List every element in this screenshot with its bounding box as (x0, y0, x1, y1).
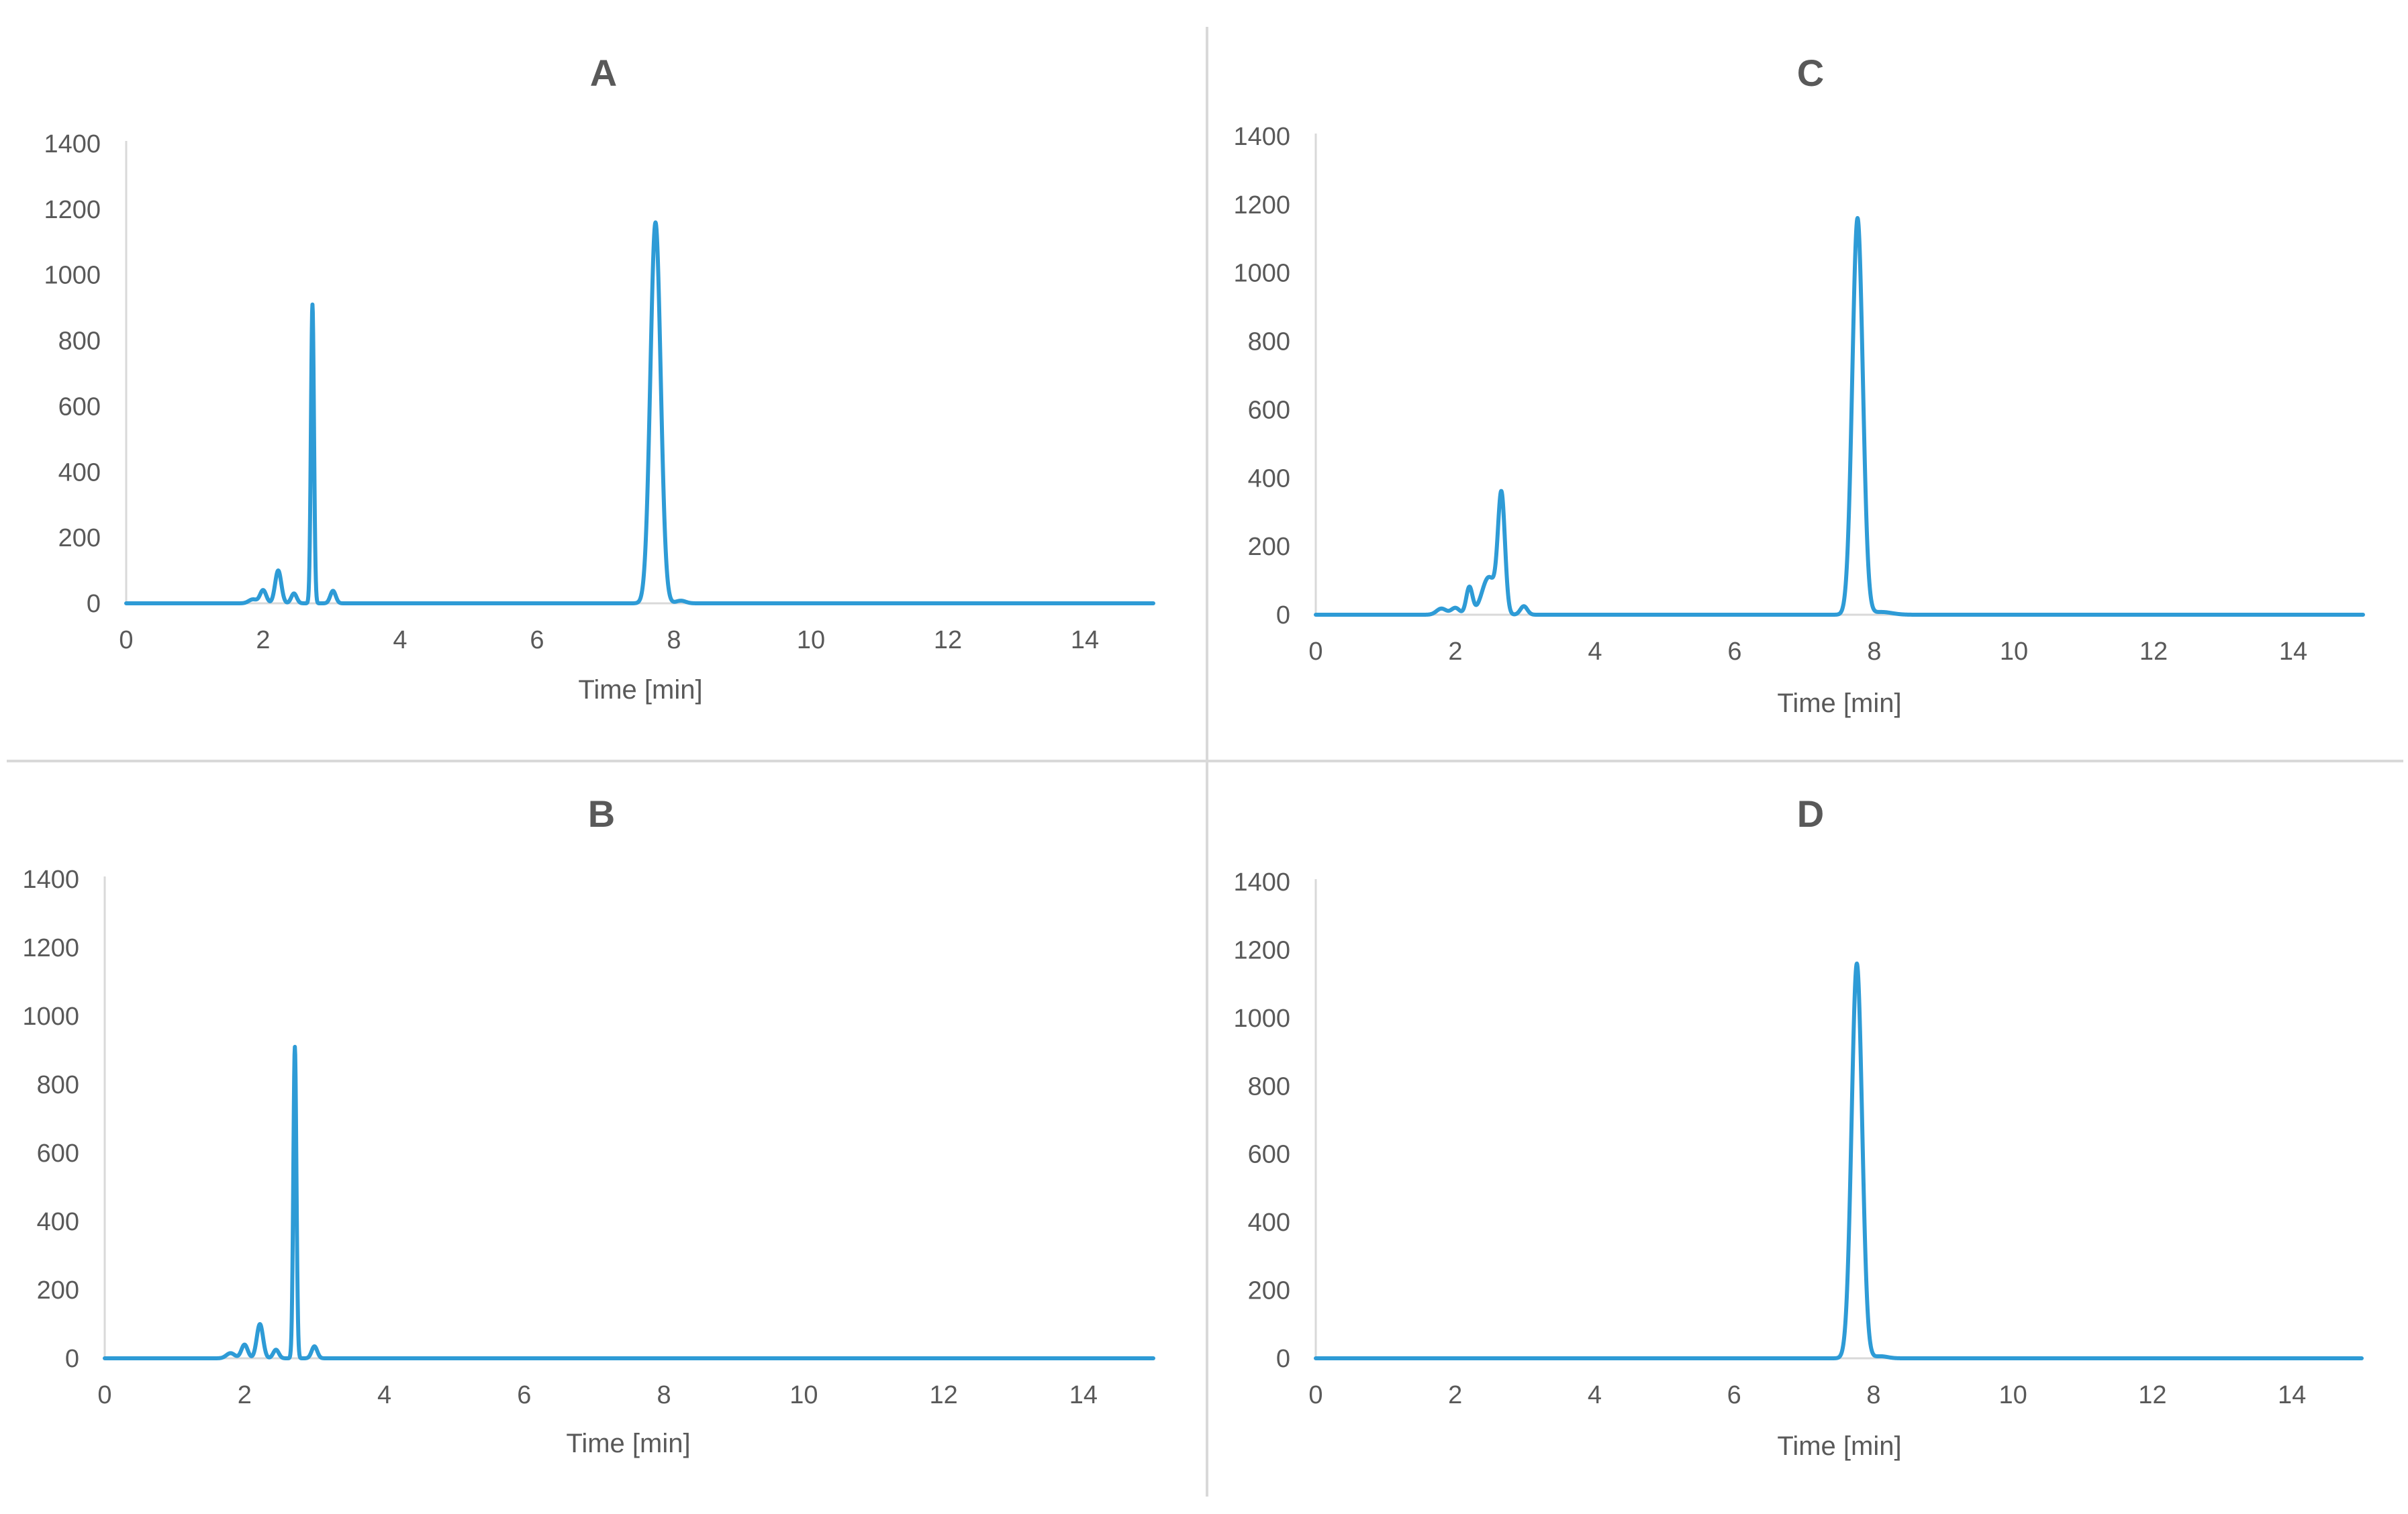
panel-a-y-tick-label: 1400 (44, 130, 101, 158)
panel-c-y-tick-label: 1400 (1233, 123, 1290, 151)
panel-d-x-tick-label: 8 (1866, 1381, 1880, 1409)
panel-d-x-tick-label: 4 (1588, 1381, 1602, 1409)
panel-a-y-tick-label: 200 (58, 524, 101, 552)
panel-a-x-axis-title: Time [min] (578, 675, 702, 705)
panel-b-y-tick-label: 400 (37, 1208, 79, 1236)
panel-d-series-line (1314, 961, 2364, 1360)
panel-c-x-axis-title: Time [min] (1777, 689, 1901, 718)
panel-c-x-tick-label: 12 (2139, 638, 2168, 666)
panel-c-x-tick-label: 6 (1727, 638, 1741, 666)
panel-d-x-tick-label: 14 (2278, 1381, 2306, 1409)
panel-c-x-tick-label: 14 (2279, 638, 2307, 666)
panel-a-y-tick-label: 600 (58, 393, 101, 421)
panel-b-y-tick-label: 1000 (22, 1003, 79, 1031)
panel-b-y-tick-label: 1400 (22, 866, 79, 894)
panel-c: C 0 2 4 6 8 10 12 14 0200400600800100012001400 … (1233, 52, 2365, 718)
panel-d-y-tick-label: 1200 (1233, 936, 1290, 964)
panel-b-y-tick-label: 800 (37, 1071, 79, 1099)
panel-a-x-tick-label: 0 (119, 626, 133, 654)
panel-a-x-tick-label: 14 (1071, 626, 1099, 654)
panel-a-y-tick-label: 800 (58, 327, 101, 356)
panel-b-x-tick-label: 6 (517, 1381, 531, 1409)
panel-d-y-tick-label: 1400 (1233, 868, 1290, 897)
panel-a-series-line (124, 220, 1155, 605)
panel-b-x-tick-label: 12 (929, 1381, 957, 1409)
panel-d-y-tick-label: 0 (1276, 1345, 1290, 1373)
panel-b-y-tick-label: 200 (37, 1276, 79, 1305)
panel-c-y-tick-label: 600 (1248, 396, 1290, 424)
panel-a-y-tick-label: 1000 (44, 262, 101, 290)
panel-b-series-line (103, 1044, 1155, 1360)
panel-a-x-tick-label: 8 (667, 626, 681, 654)
panel-b-x-tick-label: 4 (377, 1381, 391, 1409)
panel-d-y-tick-label: 400 (1248, 1209, 1290, 1237)
panel-c-y-ticks: 0 200 400 600 800 1000 1200 1400 (1233, 123, 1290, 629)
panel-d-y-ticks: 0 200 400 600 800 1000 1200 1400 (1233, 868, 1290, 1373)
panel-c-y-tick-label: 800 (1248, 328, 1290, 356)
panel-d: D 0 2 4 6 8 10 12 14 0200400600800100012001400 … (1233, 793, 2364, 1461)
panel-b-y-tick-label: 600 (37, 1140, 79, 1168)
panel-d-x-tick-label: 6 (1727, 1381, 1741, 1409)
panel-b-x-axis-title: Time [min] (566, 1429, 690, 1458)
panel-a-x-tick-label: 10 (797, 626, 825, 654)
panel-d-x-axis-title: Time [min] (1777, 1431, 1901, 1461)
panel-a-x-tick-label: 4 (393, 626, 407, 654)
panel-b-x-tick-label: 2 (238, 1381, 252, 1409)
panel-a-x-ticks: 0 2 4 6 8 10 12 14 (119, 626, 1099, 654)
panel-c-y-tick-label: 1200 (1233, 191, 1290, 219)
panel-b: B 0 2 4 6 8 10 12 14 0200400600800100012001400 … (22, 793, 1155, 1458)
panel-b-x-tick-label: 0 (97, 1381, 111, 1409)
panel-a-x-tick-label: 6 (530, 626, 544, 654)
panel-c-x-tick-label: 8 (1867, 638, 1881, 666)
panel-d-title: D (1797, 793, 1824, 835)
panel-d-y-tick-label: 600 (1248, 1141, 1290, 1169)
panel-d-y-tick-label: 200 (1248, 1277, 1290, 1305)
panel-d-x-tick-label: 10 (1999, 1381, 2027, 1409)
panel-c-y-tick-label: 200 (1248, 533, 1290, 561)
panel-a: A 0 2 4 6 8 10 12 14 0200400600800100012001400 … (44, 52, 1155, 705)
panel-c-y-tick-label: 1000 (1233, 260, 1290, 288)
panel-c-x-tick-label: 2 (1448, 638, 1462, 666)
panel-a-y-tick-label: 0 (87, 590, 101, 618)
panel-a-x-tick-label: 12 (934, 626, 962, 654)
panel-b-y-tick-label: 1200 (22, 934, 79, 962)
panel-c-title: C (1797, 52, 1824, 94)
panel-d-x-ticks: 0 2 4 6 8 10 12 14 (1308, 1381, 2306, 1409)
panel-c-x-tick-label: 0 (1308, 638, 1322, 666)
panel-b-y-ticks: 0 200 400 600 800 1000 1200 1400 (22, 866, 79, 1373)
panel-c-x-ticks: 0 2 4 6 8 10 12 14 (1308, 638, 2307, 666)
panel-c-y-tick-label: 400 (1248, 464, 1290, 493)
panel-c-series-line (1314, 215, 2365, 617)
panel-c-x-tick-label: 10 (2000, 638, 2028, 666)
panel-d-x-tick-label: 2 (1448, 1381, 1462, 1409)
panel-c-x-tick-label: 4 (1588, 638, 1602, 666)
panel-d-y-tick-label: 800 (1248, 1072, 1290, 1101)
panel-a-title: A (590, 52, 617, 94)
panel-a-x-tick-label: 2 (256, 626, 270, 654)
panel-d-x-tick-label: 0 (1308, 1381, 1322, 1409)
panel-a-y-tick-label: 400 (58, 458, 101, 487)
panel-a-y-ticks: 0 200 400 600 800 1000 1200 1400 (44, 130, 101, 618)
panel-d-x-tick-label: 12 (2138, 1381, 2166, 1409)
panel-c-y-tick-label: 0 (1276, 601, 1290, 629)
panel-b-x-tick-label: 10 (789, 1381, 818, 1409)
panel-b-title: B (588, 793, 615, 835)
panel-b-x-tick-label: 14 (1069, 1381, 1098, 1409)
panel-a-y-tick-label: 1200 (44, 196, 101, 224)
panel-b-x-ticks: 0 2 4 6 8 10 12 14 (97, 1381, 1098, 1409)
panel-d-y-tick-label: 1000 (1233, 1005, 1290, 1033)
panel-b-x-tick-label: 8 (657, 1381, 671, 1409)
panel-b-y-tick-label: 0 (65, 1345, 79, 1373)
